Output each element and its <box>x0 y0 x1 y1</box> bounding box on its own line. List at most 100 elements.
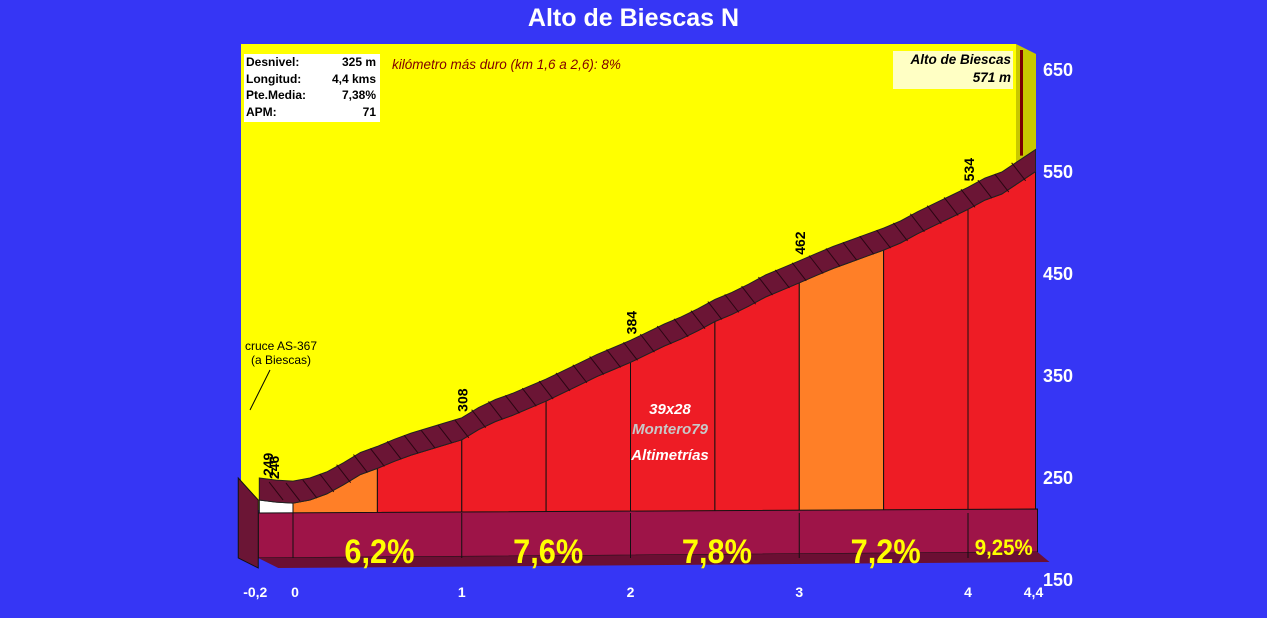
road-hatch <box>859 235 875 255</box>
road-hatch <box>420 429 436 449</box>
x-tick-label: 1 <box>458 584 466 600</box>
gradient-segment-red <box>967 170 1036 514</box>
road-hatch <box>791 262 807 282</box>
gradient-segment-red <box>883 208 969 514</box>
start-note-line2: (a Biescas) <box>250 353 312 367</box>
road-hatch <box>842 242 858 261</box>
watermark-line3: Altimetrías <box>630 447 709 464</box>
road-hatch <box>302 479 318 499</box>
summit-altitude: 571 m <box>972 70 1011 85</box>
road-hatch <box>673 318 689 338</box>
road-hatch <box>707 301 723 320</box>
road-hatch <box>336 464 352 484</box>
road-hatch <box>741 285 757 305</box>
road-hatch <box>319 473 335 493</box>
stat-label: Pte.Media: <box>246 88 307 102</box>
road-hatch <box>437 424 453 444</box>
stat-value: 325 m <box>341 55 376 69</box>
gradient-segment-red <box>714 282 800 514</box>
km-gradient-label: 6,2% <box>344 533 414 571</box>
road-hatch <box>403 434 419 454</box>
km-gradient-label: 9,25% <box>975 535 1033 560</box>
road-hatch <box>471 409 487 428</box>
x-tick-label: 0 <box>291 584 299 600</box>
road-hatch <box>589 356 605 375</box>
y-tick-label: 150 <box>1043 570 1073 590</box>
watermark-line1: 39x28 <box>649 401 691 418</box>
road-hatch <box>977 179 993 199</box>
road-hatch <box>876 229 892 249</box>
road-hatch <box>825 248 841 267</box>
point-altitude-label: 384 <box>624 311 640 335</box>
road-hatch <box>926 205 942 224</box>
road-hatch <box>808 255 824 274</box>
road-hatch <box>1011 162 1027 182</box>
start-note-pointer <box>249 369 271 411</box>
road-hatch <box>353 454 368 473</box>
y-tick-label: 650 <box>1043 60 1073 80</box>
road-hatch <box>724 294 740 313</box>
km-gradient-label: 7,6% <box>513 533 583 571</box>
road-hatch <box>943 197 959 216</box>
road-hatch <box>960 189 976 208</box>
stat-value: 71 <box>362 104 376 119</box>
x-tick-label: 4 <box>964 584 972 600</box>
road-hatch <box>285 482 301 502</box>
road-hatch <box>606 349 622 368</box>
road-hatch <box>521 387 537 407</box>
road-hatch <box>504 395 520 414</box>
stat-row: APM: 71 <box>244 104 380 121</box>
km-gradient-label: 7,2% <box>851 533 921 571</box>
stat-value: 4,4 kms <box>331 71 376 86</box>
point-altitude-label: 534 <box>961 158 977 182</box>
y-tick-label: 550 <box>1043 162 1073 182</box>
km-gradient-label: 7,8% <box>682 533 752 571</box>
stat-row: Pte.Media: 7,38% <box>244 87 380 104</box>
road-hatch <box>555 372 571 392</box>
gradient-segment-orange <box>798 249 885 514</box>
road-hatch <box>639 333 655 353</box>
start-note-line1: cruce AS-367 <box>244 339 318 353</box>
x-tick-label: 4,4 <box>1024 584 1044 600</box>
road-hatch <box>909 213 925 233</box>
road-hatch <box>758 276 773 296</box>
road-hatch <box>268 481 284 501</box>
road-hatch <box>656 325 672 345</box>
stat-value: 7,38% <box>341 88 376 102</box>
stat-label: Desnivel: <box>246 55 300 69</box>
y-tick-label: 250 <box>1043 468 1073 488</box>
stat-row: Longitud: 4,4 kms <box>244 71 380 88</box>
road-hatch <box>774 269 790 289</box>
point-altitude-label: 249 <box>260 452 276 476</box>
profile-left-wall <box>237 476 259 569</box>
start-annotation: cruce AS-367 (a Biescas) <box>236 339 326 367</box>
summit-label-box: Alto de Biescas 571 m <box>893 51 1013 89</box>
summit-name: Alto de Biescas <box>910 52 1011 67</box>
stat-label: Longitud: <box>246 71 302 86</box>
x-tick-label: -0,2 <box>243 584 267 600</box>
chart-title: Alto de Biescas N <box>527 4 740 32</box>
x-tick-label: 2 <box>627 584 635 600</box>
road-hatch <box>690 310 706 330</box>
road-hatch <box>386 440 402 460</box>
y-tick-label: 350 <box>1043 366 1073 386</box>
point-altitude-label: 246 <box>266 456 282 480</box>
point-altitude-label: 462 <box>792 231 808 255</box>
watermark-line2: Montero79 <box>632 421 709 438</box>
road-hatch <box>994 173 1010 193</box>
road-hatch <box>454 419 470 439</box>
x-tick-label: 3 <box>795 584 803 600</box>
road-ribbon <box>258 148 1036 504</box>
road-hatch <box>623 342 638 361</box>
road-hatch <box>893 222 908 242</box>
road-hatch <box>488 401 503 420</box>
road-hatch <box>369 448 385 467</box>
y-tick-label: 450 <box>1043 264 1073 284</box>
stat-row: Desnivel: 325 m <box>244 54 380 71</box>
road-hatch <box>538 380 554 400</box>
stats-box: Desnivel: 325 m Longitud: 4,4 kms Pte.Medi… <box>244 54 380 122</box>
gradient-band-floor <box>258 552 1050 568</box>
stat-label: APM: <box>246 104 277 119</box>
road-hatch <box>572 364 588 384</box>
